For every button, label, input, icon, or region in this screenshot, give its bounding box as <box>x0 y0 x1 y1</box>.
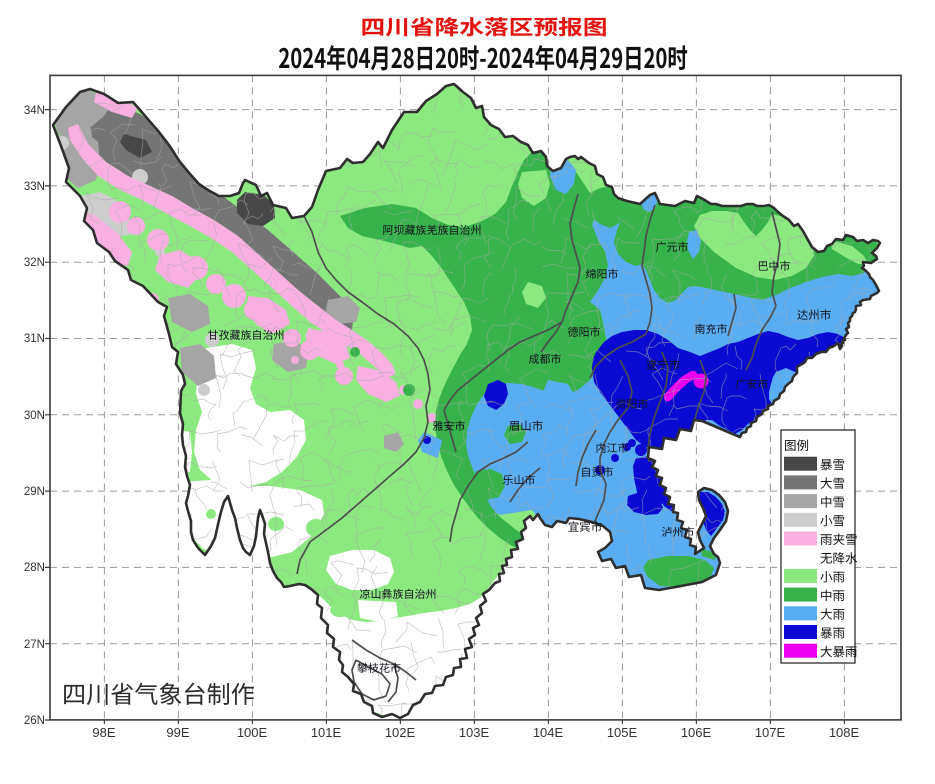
svg-text:107E: 107E <box>755 725 786 740</box>
svg-text:30N: 30N <box>24 410 45 422</box>
svg-text:29N: 29N <box>24 486 45 498</box>
svg-text:31N: 31N <box>24 333 45 345</box>
svg-text:103E: 103E <box>459 725 490 740</box>
svg-text:105E: 105E <box>607 725 638 740</box>
svg-text:34N: 34N <box>24 105 45 117</box>
svg-text:99E: 99E <box>166 725 189 740</box>
svg-text:100E: 100E <box>237 725 268 740</box>
svg-text:26N: 26N <box>24 715 45 727</box>
svg-text:33N: 33N <box>24 181 45 193</box>
svg-text:27N: 27N <box>24 639 45 651</box>
svg-text:106E: 106E <box>681 725 712 740</box>
svg-text:108E: 108E <box>829 725 860 740</box>
svg-text:101E: 101E <box>311 725 342 740</box>
svg-text:32N: 32N <box>24 257 45 269</box>
svg-text:104E: 104E <box>533 725 564 740</box>
svg-text:28N: 28N <box>24 562 45 574</box>
svg-text:98E: 98E <box>92 725 115 740</box>
svg-text:102E: 102E <box>385 725 416 740</box>
